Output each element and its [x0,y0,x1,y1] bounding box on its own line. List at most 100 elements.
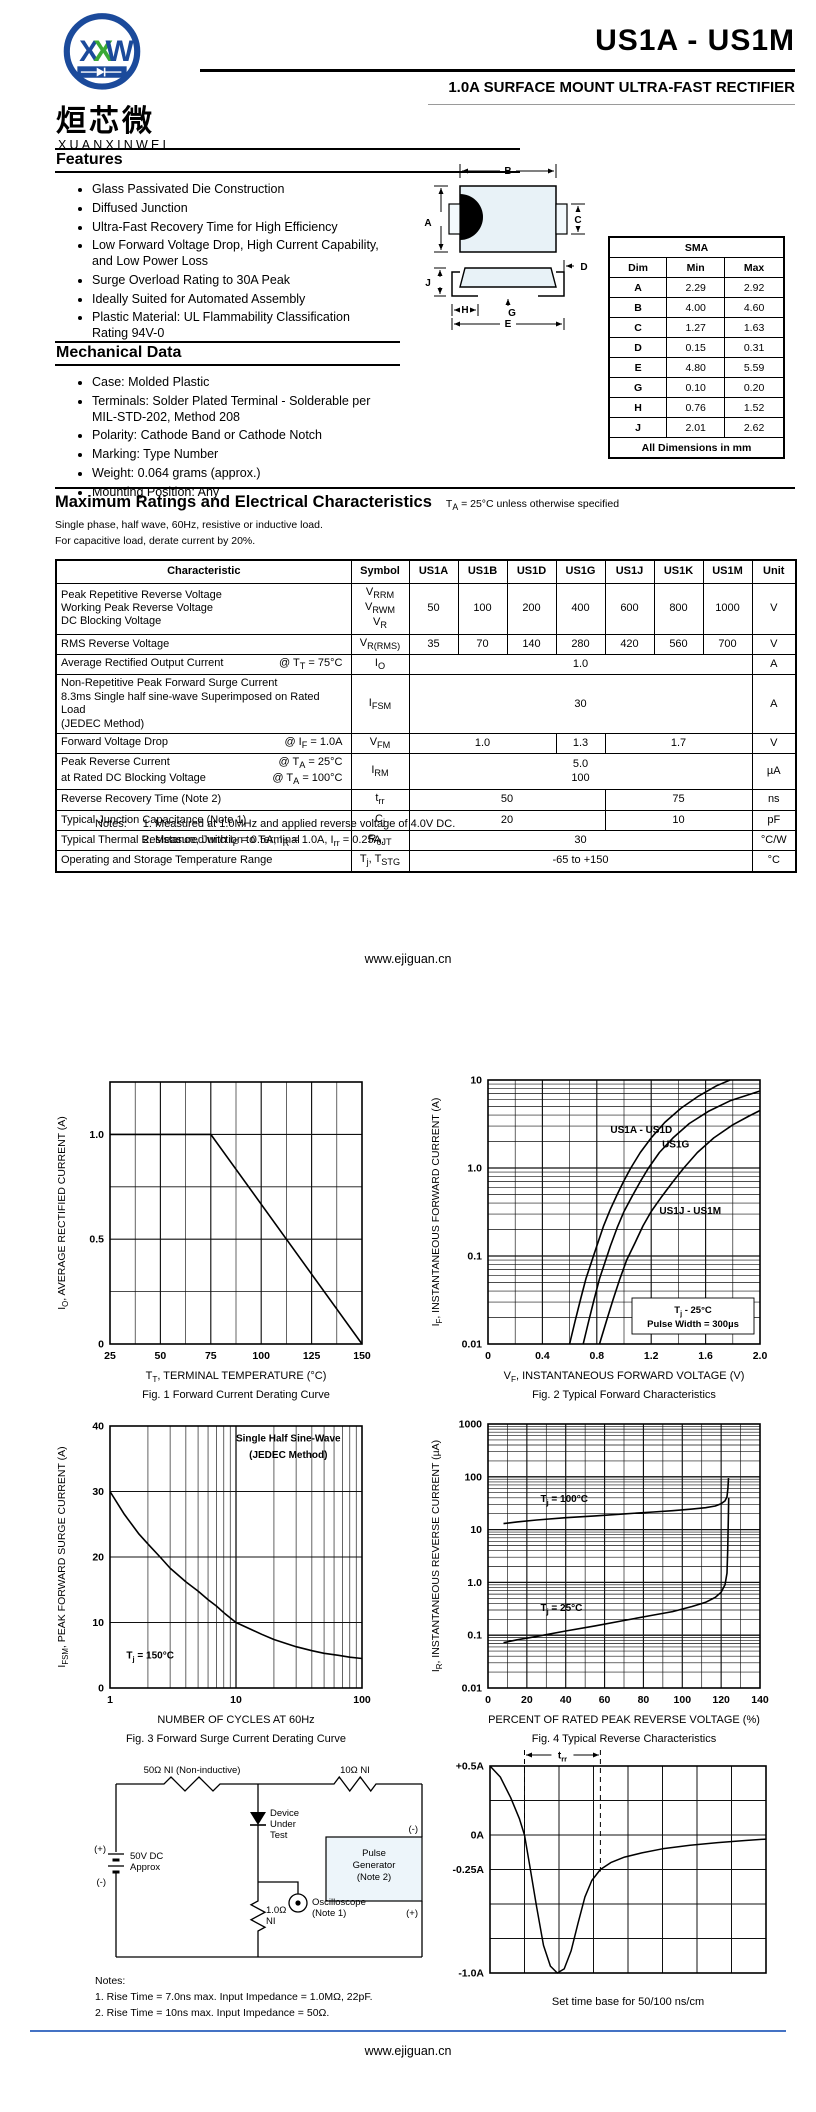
website-link-footer[interactable]: www.ejiguan.cn [364,2044,452,2058]
ratings-col-header: US1G [555,559,606,584]
pulse-generator-label: Generator [353,1860,396,1871]
ratings-col-header: US1M [702,559,753,584]
sma-dim: G [608,377,668,398]
sma-row: E 4.80 5.59 [608,357,785,378]
ratings-col-header: US1D [506,559,557,584]
fig4-y-tick: 0.1 [467,1630,482,1642]
logo-monogram-letter: X [93,35,113,68]
device-under-test-label: Device [270,1808,299,1819]
fig3-curve-surge-derating [109,1491,363,1660]
mechanical-data-item: Case: Molded Plastic [92,375,387,391]
fig2-y-tick: 1.0 [467,1163,482,1175]
company-logo-icon: XXW [63,13,141,90]
characteristic-cell: Peak Reverse Current @ TA = 25°C at Rated … [55,753,352,791]
fig3-forward-surge-derating-chart: 1 10 100 0 10 20 30 40 NUMBER OF CYCLES AT 60Hz I… [56,1421,371,1746]
fig1-y-tick: 0 [98,1339,104,1351]
fig2-x-tick: 2.0 [753,1350,768,1362]
ratings-row: Operating and Storage Temperature Range T… [55,850,797,873]
fig4-typical-reverse-characteristics-chart: 0 20 40 60 80 100 120 140 0.01 0.1 1.0 10 100 1000 PER… [430,1419,769,1746]
rating-value-cell: 800 [653,582,704,635]
fig1-y-axis-title: IO, AVERAGE RECTIFIED CURRENT (A) [56,1116,70,1310]
footer-rule [30,2030,786,2032]
fig1-frame [109,1081,363,1345]
rating-value-cell: 200 [506,582,557,635]
mechanical-data-item: Marking: Type Number [92,447,387,463]
ratings-row: Typical Thermal Resistance, Junction to … [55,829,797,852]
resistor-50ohm-label: 50Ω NI (Non-inductive) [144,1765,241,1776]
sma-table-footer: All Dimensions in mm [608,437,785,459]
package-outline-diagram: A B C D EG H J [424,164,588,330]
fig4-curve-tj-100-c [503,1477,730,1525]
package-dim-label: E [505,319,512,330]
rating-value-cell: 420 [604,633,655,656]
fig4-x-tick: 0 [485,1694,491,1706]
rating-value-cell: -65 to +150 [408,850,753,873]
rating-value-cell: 280 [555,633,606,656]
fig4-frame [487,1423,761,1689]
battery-minus-label: (-) [97,1877,107,1888]
fig1-x-axis-title: TT, TERMINAL TEMPERATURE (°C) [146,1370,327,1384]
ratings-heading: Maximum Ratings and Electrical Character… [55,487,795,512]
sma-value: 0.20 [724,377,785,398]
sma-value: 1.63 [724,317,785,338]
ratings-condition: TA = 25°C unless otherwise specified [445,498,620,513]
website-link-mid[interactable]: www.ejiguan.cn [364,952,452,966]
sma-value: 2.62 [724,417,785,438]
fig2-y-tick: 0.01 [462,1339,483,1351]
sma-dim: C [608,317,668,338]
fig2-x-tick: 0.4 [535,1350,550,1362]
fig4-y-tick: 0.01 [462,1683,483,1695]
mechanical-data-item: Terminals: Solder Plated Terminal - Sold… [92,394,387,426]
fig2-x-tick: 0.8 [589,1350,604,1362]
fig2-y-axis-title: IF, INSTANTANEOUS FORWARD CURRENT (A) [430,1098,444,1327]
sma-dim: B [608,297,668,318]
battery-voltage-label: Approx [130,1862,160,1873]
table-notes: Notes: 1. Measured at 1.0MHz and applied… [95,818,455,852]
sma-value: 0.10 [666,377,726,398]
sma-dimensions-table: SMA Dim Min Max A 2.29 2.92 B 4.00 4.60 C 1.27 1.63 D… [608,236,785,459]
pulse-generator-label: (Note 2) [357,1872,391,1883]
sma-value: 0.31 [724,337,785,358]
rating-value-cell: 1000 [702,582,753,635]
fig4-x-tick: 120 [712,1694,730,1706]
symbol-cell: IFSM [350,674,410,735]
feature-item: Diffused Junction [92,201,387,217]
fig2-y-tick: 10 [470,1075,482,1087]
fig4-x-tick: 80 [638,1694,650,1706]
characteristic-cell: Average Rectified Output Current @ TT = 7… [55,654,352,676]
waveform-caption: Set time base for 50/100 ns/cm [552,1996,704,2008]
fig3-y-tick: 20 [92,1552,104,1564]
note-item: 2. Measured with IF = 0.5A, IR = 1.0A, I… [142,834,385,849]
ratings-row: Peak Reverse Current @ TA = 25°C at Rated … [55,753,797,791]
sma-value: 4.00 [666,297,726,318]
fig2-note-line: Tj - 25°C [674,1305,712,1318]
fig4-x-axis-title: PERCENT OF RATED PEAK REVERSE VOLTAGE (%… [488,1714,760,1726]
ratings-col-header: Characteristic [55,559,352,584]
sma-row: D 0.15 0.31 [608,337,785,358]
package-dim-label: G [508,308,516,319]
fig4-caption: Fig. 4 Typical Reverse Characteristics [532,1733,717,1745]
fig2-curve-label: US1J - US1M [659,1206,721,1217]
ratings-row: Non-Repetitive Peak Forward Surge Curren… [55,674,797,735]
resistor-1ohm-label: 1.0Ω [266,1905,286,1916]
characteristic-cell: Non-Repetitive Peak Forward Surge Curren… [55,674,352,735]
fig1-x-tick: 50 [155,1350,167,1362]
fig3-curve-label: Tj = 150°C [126,1651,174,1664]
fig1-forward-current-derating-chart: 25 50 75 100 125 150 0 0.5 1.0 TT, TERMINAL TEMPE… [56,1081,371,1401]
rating-value-cell: 10 [604,809,753,831]
feature-item: Plastic Material: UL Flammability Classi… [92,310,387,342]
sma-col-header: Max [724,257,785,278]
package-dim-label: B [504,166,511,177]
unit-cell: A [751,674,797,735]
unit-cell: µA [751,753,797,791]
fig2-x-tick: 1.6 [698,1350,713,1362]
characteristic-cell: Forward Voltage Drop @ IF = 1.0A [55,733,352,755]
battery-plus-label: (+) [94,1844,106,1855]
fig3-caption: Fig. 3 Forward Surge Current Derating Cu… [126,1733,346,1745]
sma-row: J 2.01 2.62 [608,417,785,438]
fig2-curve-label: US1A - US1D [610,1125,672,1136]
ratings-col-header: US1B [457,559,508,584]
waveform-y-label: -1.0A [458,1968,484,1980]
sma-col-header: Dim [608,257,668,278]
fig2-note-line: Pulse Width = 300µs [647,1319,739,1330]
